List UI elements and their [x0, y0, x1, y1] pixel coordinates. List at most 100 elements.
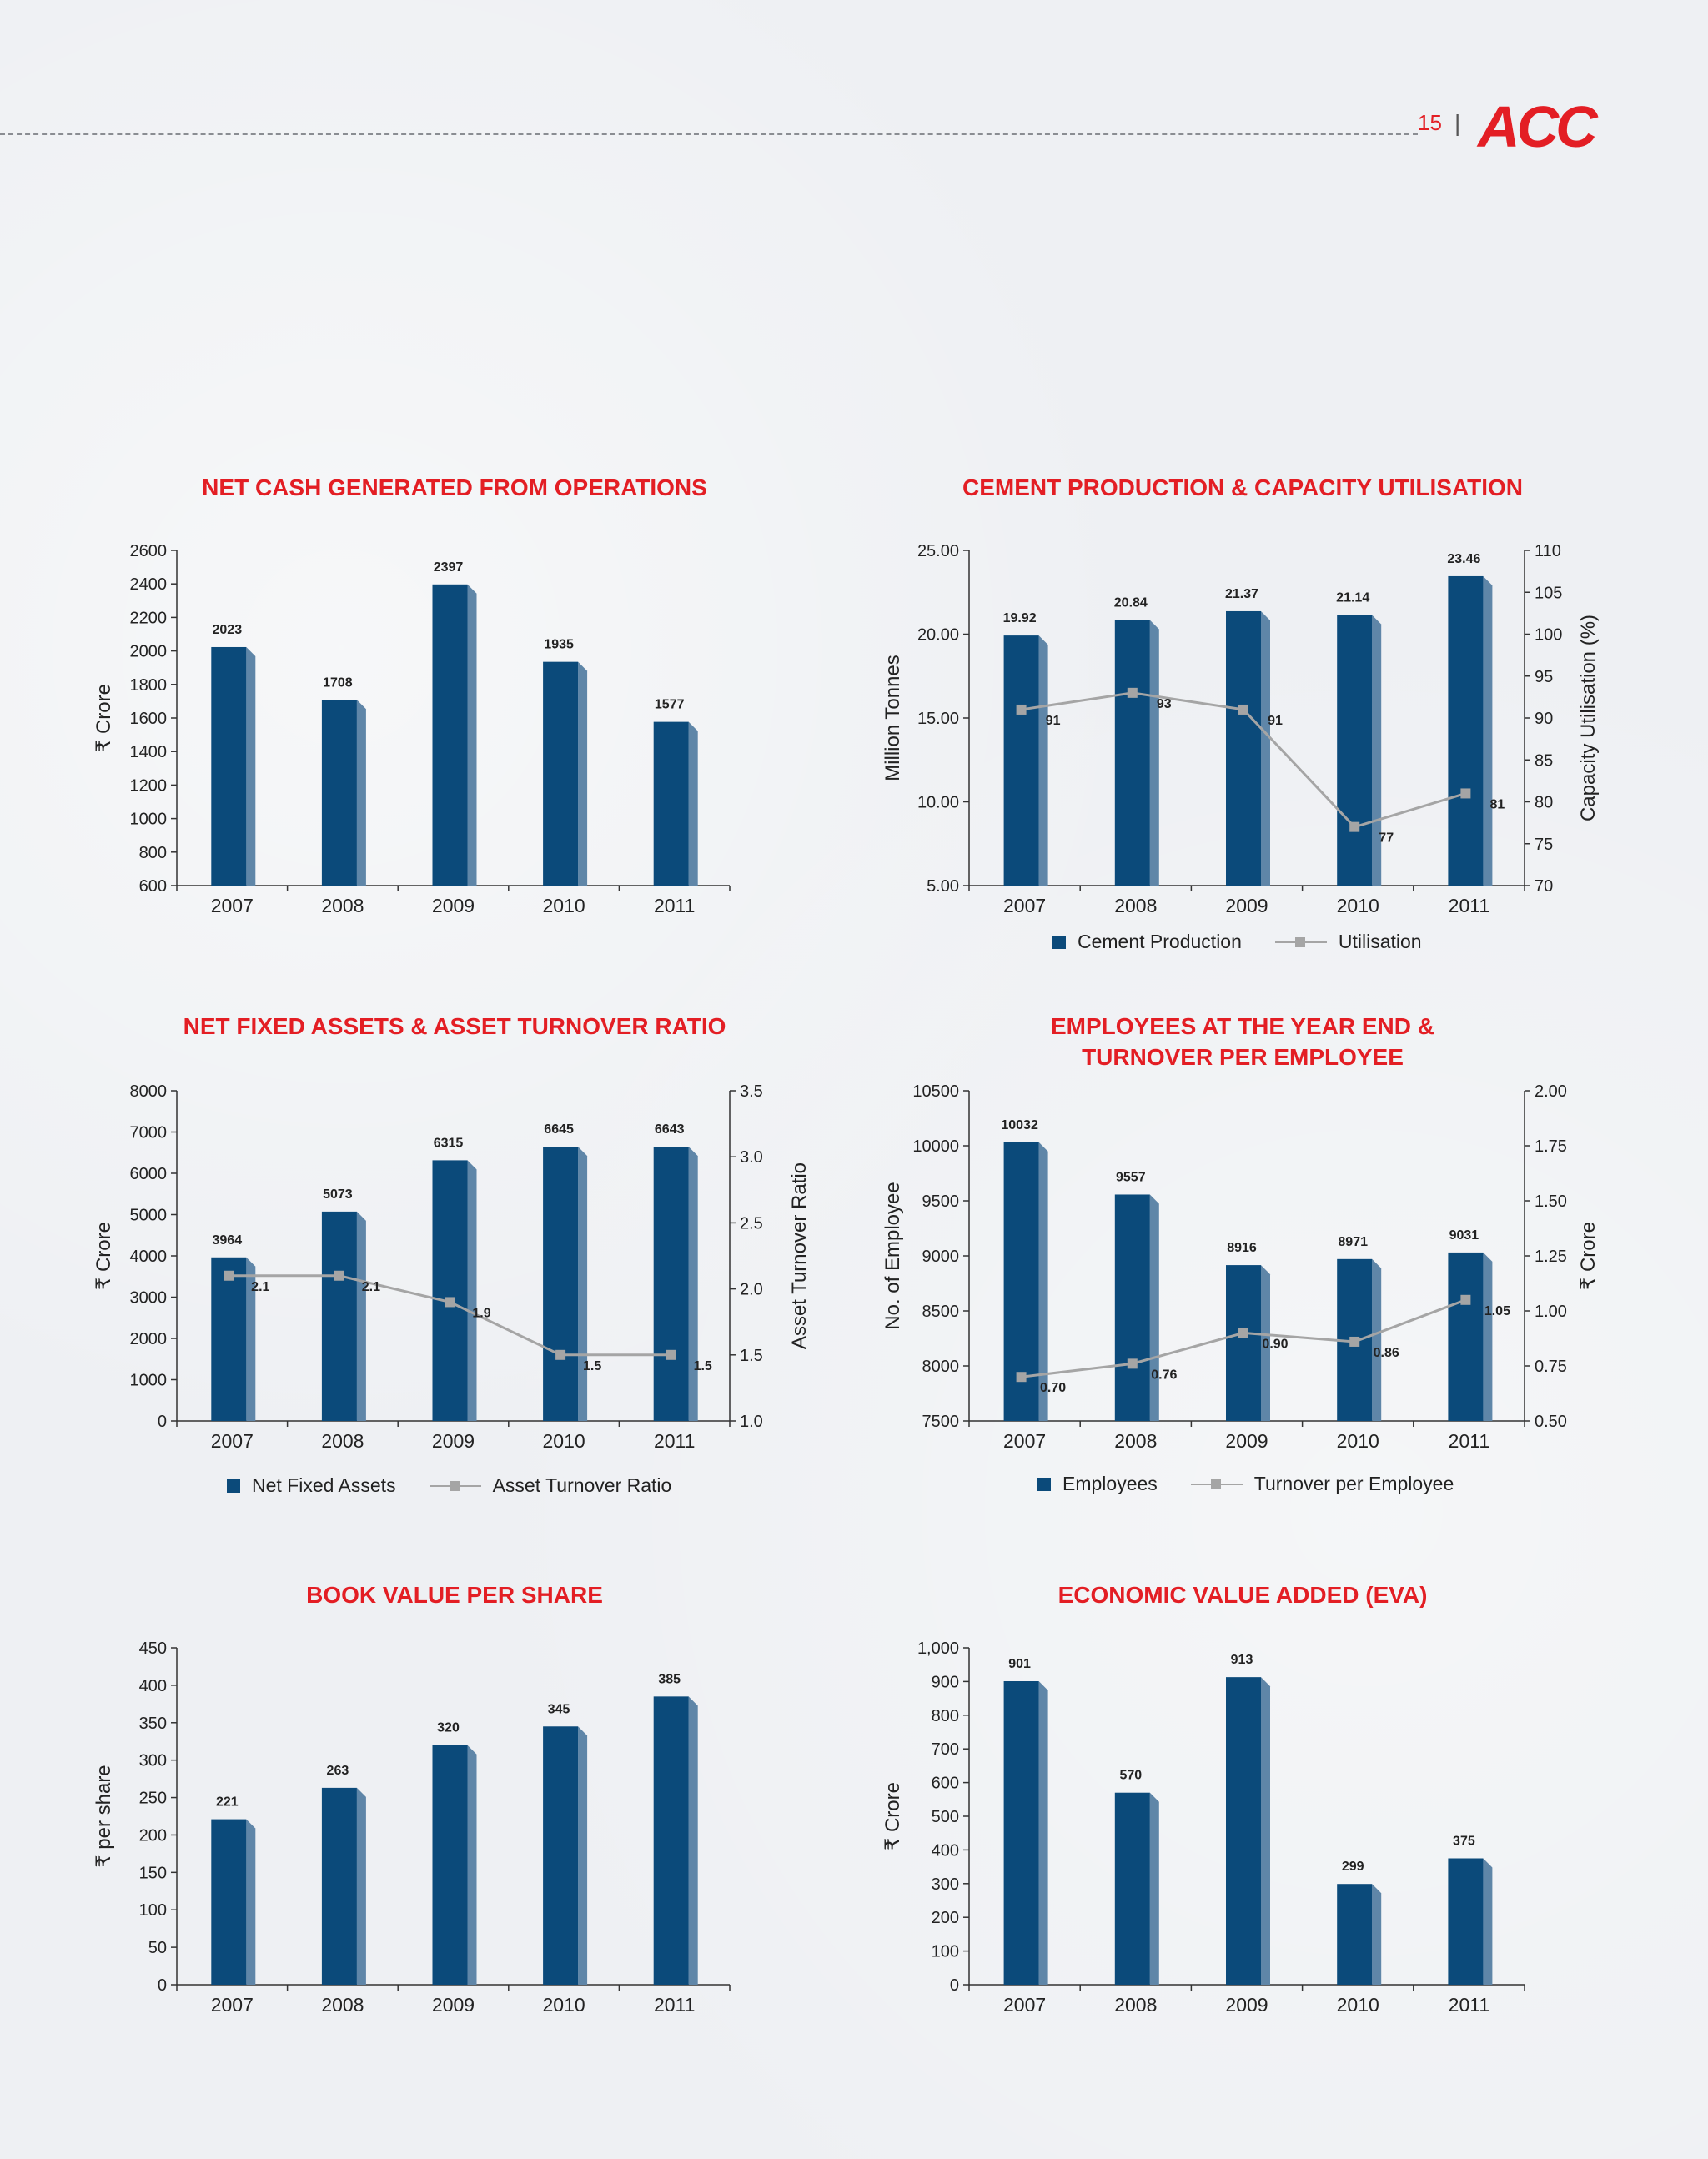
y-axis-label: ₹ per share — [93, 1765, 115, 1867]
y2-axis-label: Asset Turnover Ratio — [788, 1162, 811, 1349]
y-tick-label: 0 — [158, 1976, 167, 1995]
bar-value-label: 19.92 — [1003, 611, 1037, 625]
line-point — [1238, 704, 1248, 715]
y-tick-label: 1200 — [130, 776, 168, 795]
y-tick-label: 20.00 — [917, 626, 959, 645]
x-tick-label: 2009 — [1225, 895, 1268, 916]
y-tick-label: 1800 — [130, 676, 168, 695]
bar-2008 — [1114, 1194, 1150, 1421]
y-tick-label: 7000 — [130, 1124, 168, 1142]
y-tick-label: 15.00 — [917, 710, 959, 728]
x-tick-label: 2011 — [1449, 895, 1489, 916]
bar-2010 — [1337, 1884, 1373, 1985]
legend-item-line: Utilisation — [1274, 931, 1422, 953]
bar-value-label: 9031 — [1449, 1228, 1479, 1243]
bar-value-label: 9557 — [1116, 1170, 1146, 1184]
bar-side-2007 — [1038, 1142, 1048, 1421]
bar-side-2008 — [1149, 1194, 1159, 1421]
x-tick-label: 2007 — [1003, 1994, 1046, 2016]
bar-value-label: 8916 — [1227, 1241, 1257, 1255]
chart-title-line: TURNOVER PER EMPLOYEE — [1082, 1044, 1404, 1070]
x-tick-label: 2011 — [654, 1994, 695, 2016]
bar-side-2008 — [1149, 1792, 1159, 1985]
y-tick-label: 1400 — [130, 743, 168, 761]
bar-value-label: 299 — [1342, 1860, 1364, 1874]
line-value-label: 0.76 — [1151, 1368, 1177, 1382]
x-tick-label: 2010 — [543, 1430, 585, 1452]
x-tick-label: 2010 — [543, 1994, 585, 2016]
x-tick-label: 2009 — [1225, 1430, 1268, 1452]
line-value-label: 0.70 — [1040, 1381, 1066, 1395]
x-tick-label: 2010 — [1337, 1994, 1379, 2016]
bar-value-label: 21.37 — [1225, 587, 1258, 601]
bar-value-label: 913 — [1231, 1653, 1253, 1667]
bar-2008 — [1114, 1792, 1150, 1985]
y-tick-label: 400 — [139, 1677, 167, 1695]
y-tick-label: 10000 — [912, 1137, 959, 1156]
bar-value-label: 570 — [1119, 1769, 1142, 1783]
line-value-label: 77 — [1379, 831, 1394, 846]
line-point — [1349, 821, 1360, 832]
bar-value-label: 21.14 — [1336, 591, 1369, 605]
bar-2009 — [432, 584, 468, 886]
bar-value-label: 320 — [437, 1721, 460, 1735]
bar-side-2011 — [1483, 1252, 1493, 1421]
line-value-label: 91 — [1046, 714, 1061, 728]
line-point — [1349, 1336, 1360, 1347]
line-point — [1238, 1328, 1248, 1338]
line-point — [666, 1349, 676, 1360]
bar-side-2007 — [246, 1257, 256, 1421]
bar-value-label: 10032 — [1001, 1118, 1038, 1132]
y-tick-label: 50 — [148, 1939, 167, 1957]
bar-value-label: 375 — [1453, 1835, 1475, 1849]
legend-label: Cement Production — [1078, 931, 1242, 952]
page-separator: | — [1454, 110, 1461, 136]
bar-side-2011 — [688, 1696, 698, 1985]
bar-2008 — [1114, 620, 1150, 886]
y2-tick-label: 3.5 — [740, 1082, 763, 1101]
bar-side-2007 — [246, 1819, 256, 1985]
x-tick-label: 2008 — [321, 1430, 364, 1452]
bar-2011 — [1448, 575, 1484, 886]
x-tick-label: 2007 — [211, 1994, 254, 2016]
bar-2011 — [653, 1696, 689, 1985]
x-tick-label: 2010 — [1337, 1430, 1379, 1452]
line-value-label: 91 — [1268, 714, 1283, 728]
y2-tick-label: 1.50 — [1535, 1192, 1567, 1211]
x-tick-label: 2011 — [654, 1430, 695, 1452]
y2-tick-label: 2.0 — [740, 1281, 763, 1299]
legend-label: Net Fixed Assets — [252, 1474, 396, 1496]
y2-tick-label: 110 — [1535, 542, 1561, 560]
line-value-label: 1.9 — [472, 1306, 490, 1320]
y-tick-label: 1000 — [130, 1372, 168, 1390]
y-tick-label: 7500 — [922, 1413, 960, 1431]
line-point — [224, 1270, 234, 1281]
legend-cement: Cement Production Utilisation — [1052, 931, 1445, 953]
bar-side-2009 — [1261, 1677, 1270, 1985]
bar-2007 — [211, 646, 247, 886]
bar-side-2010 — [578, 661, 588, 886]
legend-line-swatch — [1190, 1478, 1243, 1491]
bar-side-2009 — [467, 1745, 477, 1985]
bar-side-2008 — [356, 700, 366, 886]
legend-label: Employees — [1062, 1473, 1158, 1494]
legend-bar-swatch — [1052, 935, 1066, 949]
legend-bar-swatch — [1037, 1477, 1051, 1491]
bar-side-2009 — [467, 1160, 477, 1421]
x-tick-label: 2008 — [1114, 1430, 1157, 1452]
bar-2007 — [1003, 1680, 1039, 1985]
line-value-label: 0.90 — [1262, 1337, 1288, 1351]
y2-axis-label: Capacity Utilisation (%) — [1577, 615, 1600, 821]
x-tick-label: 2010 — [1337, 895, 1379, 916]
bar-value-label: 8971 — [1338, 1235, 1368, 1249]
bar-value-label: 345 — [548, 1702, 570, 1716]
y-tick-label: 200 — [139, 1826, 167, 1845]
y2-tick-label: 70 — [1535, 877, 1553, 896]
bar-2008 — [321, 1787, 357, 1985]
y-tick-label: 150 — [139, 1864, 167, 1882]
y-tick-label: 1,000 — [917, 1639, 959, 1658]
x-tick-label: 2008 — [321, 1994, 364, 2016]
bar-side-2007 — [246, 646, 256, 886]
